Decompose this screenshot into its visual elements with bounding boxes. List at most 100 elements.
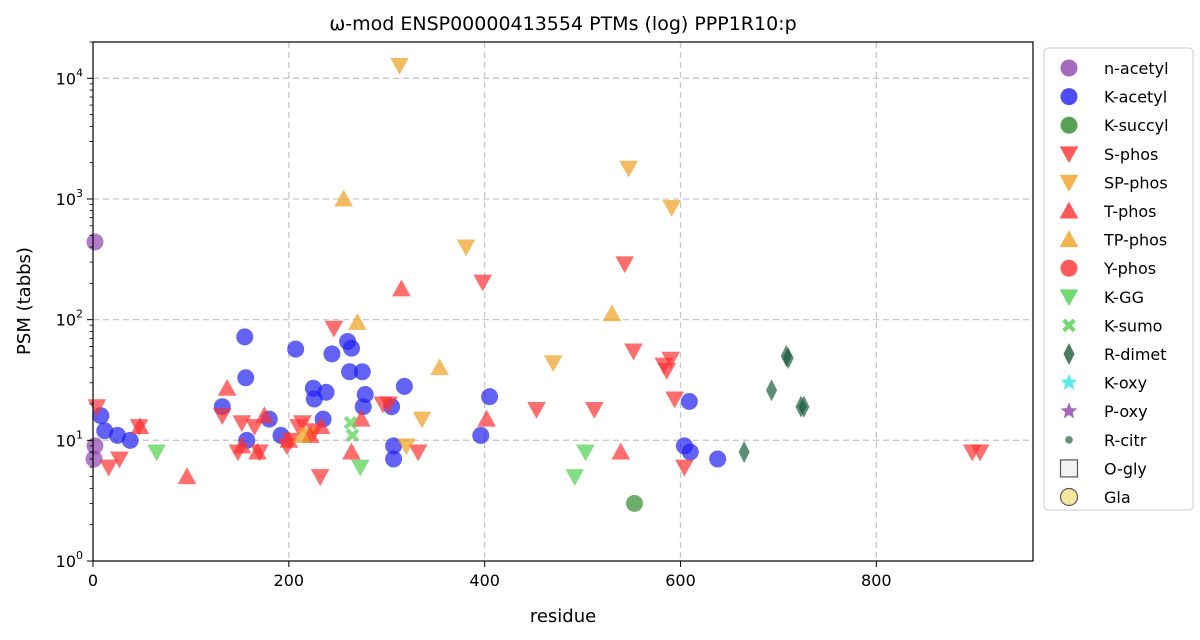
y-axis-ticks: 100 101 102 103 104 [56, 41, 93, 571]
y-tick-label: 101 [56, 428, 83, 450]
legend-label: n-acetyl [1104, 59, 1169, 78]
data-point [248, 442, 267, 460]
data-point [217, 378, 237, 396]
data-point [292, 425, 311, 443]
legend-marker [1059, 487, 1079, 507]
legend-label: K-acetyl [1104, 88, 1167, 107]
data-point [348, 313, 367, 330]
data-point [237, 369, 255, 387]
data-point [657, 362, 677, 380]
data-point [615, 256, 635, 274]
x-tick-label: 400 [469, 571, 500, 590]
legend-marker [1059, 174, 1079, 192]
legend-marker [1060, 59, 1078, 77]
data-point [527, 402, 546, 419]
legend-label: T-phos [1103, 202, 1157, 221]
data-point [408, 444, 428, 462]
data-point [85, 450, 103, 468]
legend-marker [1060, 373, 1078, 390]
data-point [472, 426, 490, 444]
grid [93, 42, 1033, 561]
data-point [661, 351, 681, 369]
data-point [395, 377, 413, 395]
data-point [287, 340, 305, 358]
legend-label: K-sumo [1104, 316, 1162, 335]
data-point [147, 444, 166, 462]
data-point [611, 442, 631, 460]
legend-label: K-succyl [1104, 116, 1169, 135]
data-point [293, 415, 312, 433]
data-point [86, 233, 104, 251]
x-tick-label: 200 [274, 571, 305, 590]
legend-label: R-dimet [1104, 345, 1167, 364]
data-point [279, 430, 299, 448]
data-point [351, 409, 371, 427]
data-point [681, 443, 699, 461]
data-point [565, 469, 585, 487]
data-point [970, 444, 990, 462]
legend-label: O-gly [1104, 459, 1147, 478]
data-point [456, 239, 476, 257]
data-point [310, 469, 330, 487]
data-point [87, 399, 107, 417]
data-point [86, 437, 104, 455]
legend-marker [1065, 435, 1073, 444]
data-point [108, 426, 126, 444]
data-point [396, 438, 416, 456]
data-point [766, 379, 778, 402]
data-point [255, 406, 274, 424]
chart-title: ω-mod ENSP00000413554 PTMs (log) PPP1R10… [329, 13, 796, 35]
data-point [477, 409, 496, 427]
plot-frame [92, 41, 1034, 562]
data-point [481, 388, 499, 406]
legend-marker [1060, 88, 1078, 106]
data-point [624, 343, 643, 361]
data-point [798, 395, 810, 418]
legend-marker [1060, 116, 1078, 134]
data-point [317, 383, 335, 401]
data-point [543, 355, 563, 373]
data-point [236, 328, 254, 346]
legend-marker [1060, 259, 1078, 277]
legend-label: SP-phos [1104, 173, 1168, 192]
y-tick-label: 100 [56, 549, 83, 571]
data-point [584, 402, 604, 419]
data-point [324, 320, 344, 338]
legend-marker [1062, 318, 1076, 333]
x-tick-label: 800 [861, 571, 892, 590]
legend-label: R-citr [1104, 431, 1147, 450]
data-point [121, 431, 139, 449]
data-point [212, 408, 232, 426]
legend-marker [1060, 402, 1078, 419]
legend: n-acetyl K-acetyl K-succyl S-phos SP-phos T-p… [1043, 47, 1194, 511]
legend-label: Gla [1104, 488, 1131, 507]
y-tick-label: 103 [56, 187, 83, 209]
data-point [602, 304, 622, 322]
legend-label: P-oxy [1104, 402, 1148, 421]
data-point [354, 398, 372, 416]
legend-label: Y-phos [1103, 259, 1156, 278]
data-point [341, 363, 359, 381]
legend-label: TP-phos [1103, 231, 1167, 250]
data-point [110, 451, 129, 469]
data-point [345, 428, 360, 443]
data-point [232, 436, 252, 454]
data-point [343, 415, 358, 430]
data-point [392, 279, 411, 297]
x-tick-label: 600 [665, 571, 696, 590]
data-point [782, 347, 794, 370]
legend-frame [1043, 47, 1194, 511]
data-point [350, 459, 370, 477]
data-point [576, 444, 595, 462]
data-point [709, 450, 727, 468]
x-axis-label: residue [530, 606, 596, 627]
y-axis-label: PSM (tabbs) [14, 247, 35, 355]
data-point [343, 339, 360, 357]
data-point [379, 396, 399, 414]
data-point [353, 363, 371, 381]
legend-label: S-phos [1104, 145, 1158, 164]
data-point [311, 417, 331, 435]
data-point [625, 494, 643, 512]
y-tick-label: 102 [56, 308, 83, 330]
